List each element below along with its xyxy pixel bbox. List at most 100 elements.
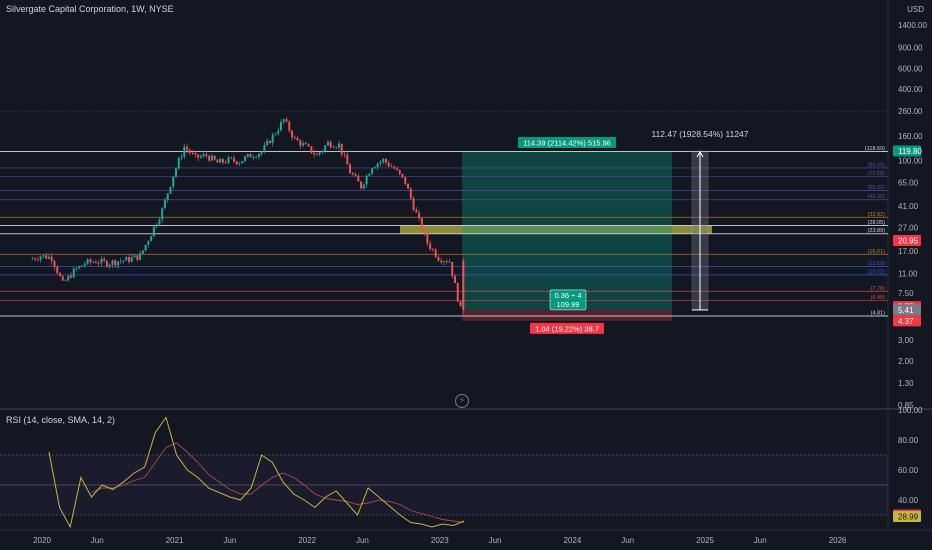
position-stop-zone[interactable] xyxy=(462,309,672,321)
candle-body xyxy=(119,261,122,262)
candle-body xyxy=(462,261,465,310)
candle-body xyxy=(114,260,117,266)
price-axis-tick: 41.00 xyxy=(898,202,919,211)
fib-level-label: (28.05) xyxy=(868,220,886,226)
candle-body xyxy=(219,159,222,163)
candle-body xyxy=(175,168,177,177)
candle-body xyxy=(227,157,230,163)
candle-body xyxy=(56,266,59,273)
time-axis-tick: Jun xyxy=(91,536,104,545)
candle-body xyxy=(116,261,119,266)
candle-body xyxy=(310,146,313,153)
candle-body xyxy=(144,244,147,251)
time-axis-tick: 2022 xyxy=(298,536,316,545)
candle-body xyxy=(210,155,213,161)
candle-body xyxy=(313,152,316,155)
candle-body xyxy=(92,261,95,263)
fib-level-label: (32.92) xyxy=(868,212,886,218)
candle-body xyxy=(105,260,108,267)
fib-level-label: (86.09) xyxy=(868,162,886,168)
fib-level-label: (6.48) xyxy=(871,295,886,301)
time-axis-tick: Jun xyxy=(489,536,502,545)
rsi-ma-line xyxy=(91,442,464,523)
fib-level-label: (12.59) xyxy=(868,261,886,267)
candle-body xyxy=(235,161,238,165)
candle-body xyxy=(456,282,459,302)
candle-body xyxy=(346,154,349,165)
candle-body xyxy=(47,256,50,259)
price-axis-tick: 1400.00 xyxy=(898,21,927,30)
price-badge-text: 20.95 xyxy=(898,236,919,245)
candle-body xyxy=(241,161,244,164)
rsi-axis-tick: 80.00 xyxy=(898,436,919,445)
range-measure-label: 112.47 (1928.54%) 11247 xyxy=(651,129,748,139)
position-stop-label-bg xyxy=(530,322,604,334)
price-axis-tick: 7.50 xyxy=(898,289,914,298)
candle-body xyxy=(31,258,34,260)
range-arrow-head xyxy=(696,151,704,158)
price-badge: 5.41 xyxy=(893,304,921,316)
candle-body xyxy=(304,143,307,145)
candle-body xyxy=(291,130,294,138)
candle-body xyxy=(94,261,97,264)
candle-body xyxy=(285,119,288,122)
time-axis-tick: 2025 xyxy=(696,536,714,545)
price-axis-tick: 600.00 xyxy=(898,64,923,73)
lightning-icon[interactable]: ⚡ xyxy=(455,394,469,408)
fib-level-label: (16.01) xyxy=(868,249,886,255)
position-target-zone[interactable] xyxy=(462,150,672,310)
position-target-label-bg xyxy=(518,136,616,148)
time-axis-tick: Jun xyxy=(621,536,634,545)
candle-body xyxy=(445,261,448,263)
candle-body xyxy=(307,144,310,147)
price-badge: 20.95 xyxy=(893,234,921,246)
candle-body xyxy=(186,146,189,150)
price-axis-tick: 400.00 xyxy=(898,85,923,94)
candle-body xyxy=(224,162,227,164)
candle-body xyxy=(81,265,84,267)
candle-body xyxy=(362,184,365,189)
candle-body xyxy=(53,260,56,267)
candle-body xyxy=(271,134,274,144)
candle-body xyxy=(263,145,266,152)
candle-body xyxy=(42,255,45,257)
price-badge-text: 5.41 xyxy=(898,306,914,315)
candle-body xyxy=(368,173,371,176)
candle-body xyxy=(288,121,291,131)
candle-body xyxy=(125,257,128,261)
candle-body xyxy=(332,147,335,148)
candle-body xyxy=(337,143,340,148)
position-stop-label[interactable]: 1.04 (19.22%) 38.7 xyxy=(530,322,604,334)
time-axis-tick: 2023 xyxy=(431,536,449,545)
candle-body xyxy=(268,140,271,144)
candle-body xyxy=(169,186,172,194)
candle-body xyxy=(128,257,131,262)
position-target-label-text: 114.39 (2114.42%) 515.96 xyxy=(523,138,611,147)
candle-body xyxy=(396,168,398,171)
candle-body xyxy=(172,176,175,187)
rsi-value-badge-bg xyxy=(893,511,921,523)
candle-body xyxy=(86,259,89,264)
time-axis-tick: 2026 xyxy=(829,536,847,545)
time-axis-tick: 2021 xyxy=(166,536,184,545)
zone-band[interactable] xyxy=(400,225,712,234)
candle-body xyxy=(249,154,252,158)
candle-body xyxy=(36,259,39,261)
candle-body xyxy=(122,260,125,262)
candle-body xyxy=(252,157,255,159)
candle-body xyxy=(282,119,285,122)
candle-body xyxy=(166,193,169,200)
candle-body xyxy=(163,199,166,209)
candle-body xyxy=(329,141,332,148)
candle-body xyxy=(390,166,393,168)
price-axis-tick: 2.00 xyxy=(898,357,914,366)
candle-body xyxy=(177,158,180,169)
candle-body xyxy=(188,149,191,153)
price-badge-text: 119.80 xyxy=(898,147,922,156)
candle-body xyxy=(147,241,150,245)
candle-body xyxy=(431,248,434,250)
position-target-label[interactable]: 114.39 (2114.42%) 515.96 xyxy=(518,136,616,148)
candle-body xyxy=(58,272,61,277)
